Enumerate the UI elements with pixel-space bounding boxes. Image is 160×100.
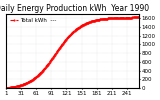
Total kWh  --- [106,18,108,19]
Line: Total kWh  ---: Total kWh --- [5,17,140,89]
Total kWh  --- [64,41,65,42]
Total kWh  --- [138,17,140,18]
Legend: Total kWh  ---: Total kWh --- [9,17,57,24]
Total kWh  --- [130,17,132,18]
Total kWh  --- [128,17,130,18]
Title: Daily Energy Production kWh  Year 1990: Daily Energy Production kWh Year 1990 [0,4,150,13]
Total kWh  --- [58,48,60,49]
Total kWh  --- [86,22,88,24]
Total kWh  --- [5,88,7,89]
